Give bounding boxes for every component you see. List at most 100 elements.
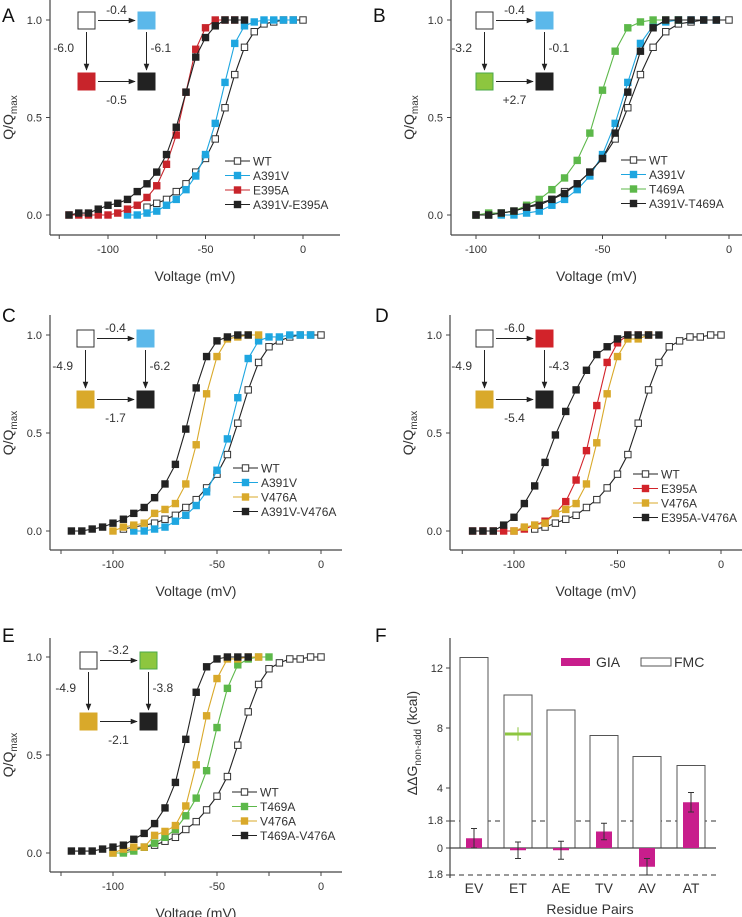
x-axis-label: Voltage (mV) xyxy=(156,905,237,917)
cycle-label-top: -6.0 xyxy=(504,321,525,335)
data-point xyxy=(270,16,278,24)
y-axis-label: Q/Qmax xyxy=(400,411,420,456)
data-point xyxy=(192,45,200,53)
data-point xyxy=(603,358,611,367)
data-point xyxy=(234,741,242,749)
series-a391v xyxy=(130,331,315,535)
data-point xyxy=(123,205,132,213)
y-tick-label: 0.5 xyxy=(427,428,442,440)
data-point xyxy=(104,211,112,219)
data-point xyxy=(153,199,161,208)
data-point xyxy=(150,493,159,502)
x-axis-label: Voltage (mV) xyxy=(156,583,237,599)
data-point xyxy=(119,523,128,531)
data-point xyxy=(119,841,128,849)
data-point xyxy=(171,833,180,842)
cycle-square xyxy=(475,390,494,409)
y-axis-label-subscript: max xyxy=(410,95,421,114)
data-point xyxy=(133,211,141,219)
data-point xyxy=(182,511,190,520)
legend-marker xyxy=(641,470,650,478)
data-point xyxy=(613,335,622,343)
data-point xyxy=(211,119,219,128)
data-point xyxy=(130,509,138,518)
cycle-square xyxy=(137,11,156,30)
data-point xyxy=(510,527,518,535)
cycle-square xyxy=(136,329,155,348)
data-point xyxy=(674,16,683,24)
x-tick-label: -100 xyxy=(102,881,124,893)
data-point xyxy=(250,28,258,36)
y-axis-label: Q/Qmax xyxy=(0,95,20,140)
thermodynamic-cycle: -0.4 -4.9 -6.2 -1.7 xyxy=(52,321,170,425)
cycle-square xyxy=(79,651,98,670)
data-point xyxy=(593,495,601,504)
y-axis-label-main: Q/Q xyxy=(401,114,417,140)
data-point xyxy=(644,386,653,394)
x-axis-label: Voltage (mV) xyxy=(556,583,637,599)
data-point xyxy=(582,503,591,512)
data-point xyxy=(636,39,645,48)
data-point xyxy=(562,407,570,416)
data-point xyxy=(603,390,611,398)
x-tick-label: -100 xyxy=(503,559,525,571)
data-point xyxy=(202,663,211,671)
legend-label: V476A xyxy=(661,497,697,511)
data-point xyxy=(468,527,477,535)
data-point xyxy=(182,735,190,744)
data-point xyxy=(140,843,148,851)
x-tick-label: -100 xyxy=(465,244,487,256)
legend-swatch-gia xyxy=(561,658,590,666)
data-point xyxy=(593,439,601,447)
data-point xyxy=(306,331,315,339)
y-axis-label-subscript: max xyxy=(9,95,20,114)
legend-label-gia: GIA xyxy=(596,654,621,670)
data-point xyxy=(649,24,657,32)
data-point xyxy=(484,211,493,219)
data-point xyxy=(548,185,556,194)
panel-letter: F xyxy=(375,626,387,647)
data-point xyxy=(234,331,242,339)
data-point xyxy=(182,425,190,433)
cycle-square xyxy=(79,712,98,731)
cycle-label-bottom: -1.7 xyxy=(105,411,126,425)
data-point xyxy=(192,384,200,392)
data-point xyxy=(202,488,211,496)
legend-label: T469A xyxy=(649,183,684,197)
series-a391v-t469a xyxy=(472,16,721,219)
y-axis-label-main: ΔΔG xyxy=(404,766,420,796)
y-tick-label: 0.0 xyxy=(27,526,42,538)
cycle-label-left: -4.9 xyxy=(451,359,472,373)
data-point xyxy=(317,331,325,339)
data-point xyxy=(231,16,239,24)
data-point xyxy=(497,209,506,217)
data-point xyxy=(202,390,211,398)
y-tick-label: 0.0 xyxy=(428,210,443,222)
x-tick-label: -50 xyxy=(209,559,225,571)
data-point xyxy=(244,354,252,363)
data-point xyxy=(161,523,169,531)
data-point xyxy=(88,847,96,855)
data-point xyxy=(562,515,570,523)
legend-label: A391V xyxy=(261,476,297,490)
data-point xyxy=(75,209,83,217)
data-point xyxy=(221,78,229,87)
legend-marker xyxy=(629,156,638,164)
data-point xyxy=(140,527,148,535)
x-tick-label: 0 xyxy=(300,244,306,256)
data-point xyxy=(687,16,695,24)
data-point xyxy=(223,450,232,459)
data-point xyxy=(636,47,645,55)
legend-label: V476A xyxy=(260,815,296,829)
data-point xyxy=(234,419,242,427)
y-tick-label: 0.5 xyxy=(27,428,42,440)
data-point xyxy=(213,723,221,732)
data-point xyxy=(624,331,632,339)
data-point xyxy=(201,150,210,159)
legend-marker xyxy=(629,199,638,208)
data-point xyxy=(551,431,560,439)
x-axis-label: Voltage (mV) xyxy=(556,268,637,284)
legend-swatch-fmc xyxy=(640,657,672,667)
data-point xyxy=(162,160,171,169)
x-tick-label: 0 xyxy=(718,559,724,571)
